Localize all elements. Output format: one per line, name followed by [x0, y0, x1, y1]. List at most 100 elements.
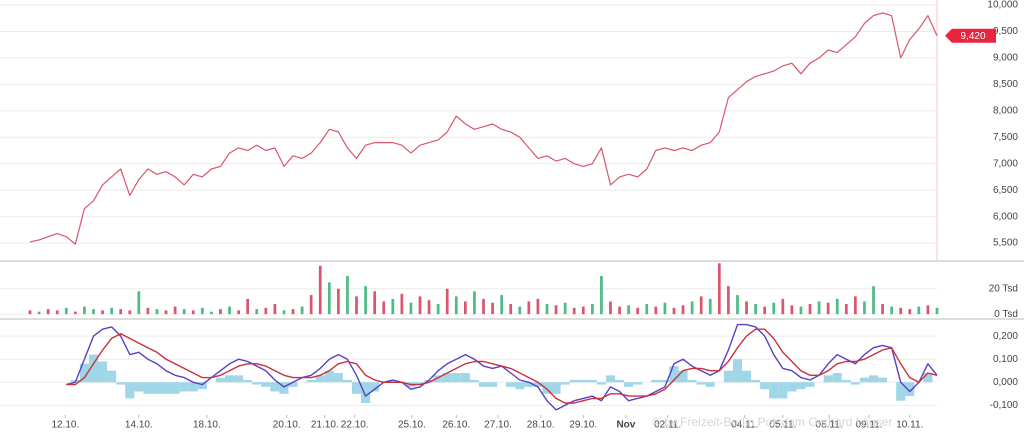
volume-bar: [581, 306, 585, 315]
x-tick-label: 22.10.: [341, 420, 369, 431]
volume-bar: [636, 307, 640, 315]
histogram-bar: [116, 382, 126, 385]
x-tick-label: 29.10.: [569, 420, 597, 431]
volume-bar: [155, 309, 159, 315]
histogram-bar: [560, 382, 570, 385]
volume-bar: [826, 302, 830, 315]
histogram-bar: [787, 382, 797, 392]
histogram-bar: [506, 382, 516, 387]
histogram-bar: [778, 382, 788, 399]
volume-bar: [200, 307, 204, 315]
histogram-bar: [542, 382, 552, 394]
histogram-bar: [415, 382, 425, 385]
volume-bar: [772, 302, 776, 315]
histogram-bar: [896, 382, 906, 401]
histogram-bar: [551, 382, 561, 394]
volume-bar: [318, 265, 322, 315]
x-tick-label: 20.10.: [273, 420, 301, 431]
volume-bar: [355, 296, 358, 315]
volume-bar: [935, 307, 939, 315]
volume-bar: [590, 304, 594, 315]
x-tick-label: 14.10.: [125, 420, 153, 431]
volume-bar: [717, 263, 721, 315]
histogram-bar: [624, 382, 634, 387]
histogram-bar: [587, 379, 597, 383]
histogram-bar: [751, 379, 761, 383]
volume-bar: [690, 301, 694, 315]
volume-bar: [463, 301, 467, 315]
histogram-bar: [161, 382, 171, 394]
x-tick-label: 21.10.: [311, 420, 339, 431]
volume-bar: [518, 306, 522, 315]
histogram-bar: [868, 375, 879, 383]
histogram-bar: [515, 382, 525, 390]
volume-bar: [337, 288, 340, 315]
indicator-line: [66, 328, 938, 404]
histogram-bar: [79, 363, 89, 383]
volume-bar: [817, 301, 821, 315]
histogram-bar: [533, 382, 543, 387]
y-tick-label: 10,000: [987, 0, 1018, 11]
histogram-bar: [850, 382, 860, 385]
histogram-bar: [234, 375, 244, 383]
volume-bar: [210, 311, 213, 315]
volume-bar: [627, 305, 630, 315]
volume-bar: [917, 306, 921, 315]
histogram-bar: [669, 366, 679, 383]
histogram-bar: [98, 361, 108, 383]
volume-bar: [237, 310, 240, 315]
volume-bar: [273, 304, 277, 315]
histogram-bar: [261, 382, 271, 387]
last-price-label: 9,420: [960, 31, 985, 42]
histogram-bar: [678, 370, 688, 383]
volume-bar: [844, 304, 848, 315]
histogram-bar: [342, 379, 352, 383]
histogram-bar: [633, 382, 643, 385]
volume-bar: [291, 309, 295, 315]
volume-bar: [37, 311, 41, 315]
y-tick-label: 6,000: [993, 211, 1018, 222]
volume-bar: [73, 311, 77, 315]
volume-bar: [119, 309, 123, 315]
volume-bar: [509, 304, 513, 315]
volume-bar: [445, 288, 449, 315]
volume-bar: [482, 298, 485, 315]
volume-bar: [681, 305, 685, 315]
volume-bar: [500, 295, 504, 315]
volume-bar: [55, 310, 59, 315]
histogram-bar: [442, 373, 452, 383]
histogram-bar: [361, 382, 371, 404]
x-tick-label: 05.11.: [769, 420, 796, 431]
histogram-bar: [469, 379, 479, 383]
watermark: © by Freizeit-Berlin Potsdam Gerhard Lau…: [652, 415, 892, 429]
volume-bar: [554, 305, 558, 315]
volume-bar: [736, 295, 739, 315]
volume-bar: [182, 309, 186, 315]
volume-bar: [191, 310, 195, 315]
histogram-bar: [569, 379, 579, 383]
volume-bar: [282, 310, 286, 315]
volume-bar: [246, 298, 250, 315]
volume-bar: [110, 307, 113, 315]
volume-bar: [83, 306, 86, 315]
volume-bar: [527, 301, 531, 315]
histogram-bar: [578, 379, 588, 383]
histogram-bar: [225, 375, 235, 383]
volume-bar: [672, 307, 676, 315]
x-tick-label: Nov: [616, 420, 635, 431]
volume-bar: [609, 301, 612, 315]
volume-bar: [899, 307, 903, 315]
histogram-bar: [388, 379, 398, 383]
histogram-bar: [832, 373, 842, 383]
price-line: [29, 12, 938, 245]
histogram-bar: [179, 382, 189, 392]
volume-bar: [373, 291, 377, 315]
volume-bar: [563, 302, 567, 315]
volume-bar: [872, 286, 875, 315]
volume-bar: [64, 307, 68, 315]
x-tick-label: 12.10.: [51, 420, 79, 431]
histogram-bar: [197, 382, 207, 390]
volume-bar: [427, 300, 431, 315]
y-tick-label: 9,500: [993, 26, 1018, 37]
histogram-bar: [923, 373, 933, 383]
